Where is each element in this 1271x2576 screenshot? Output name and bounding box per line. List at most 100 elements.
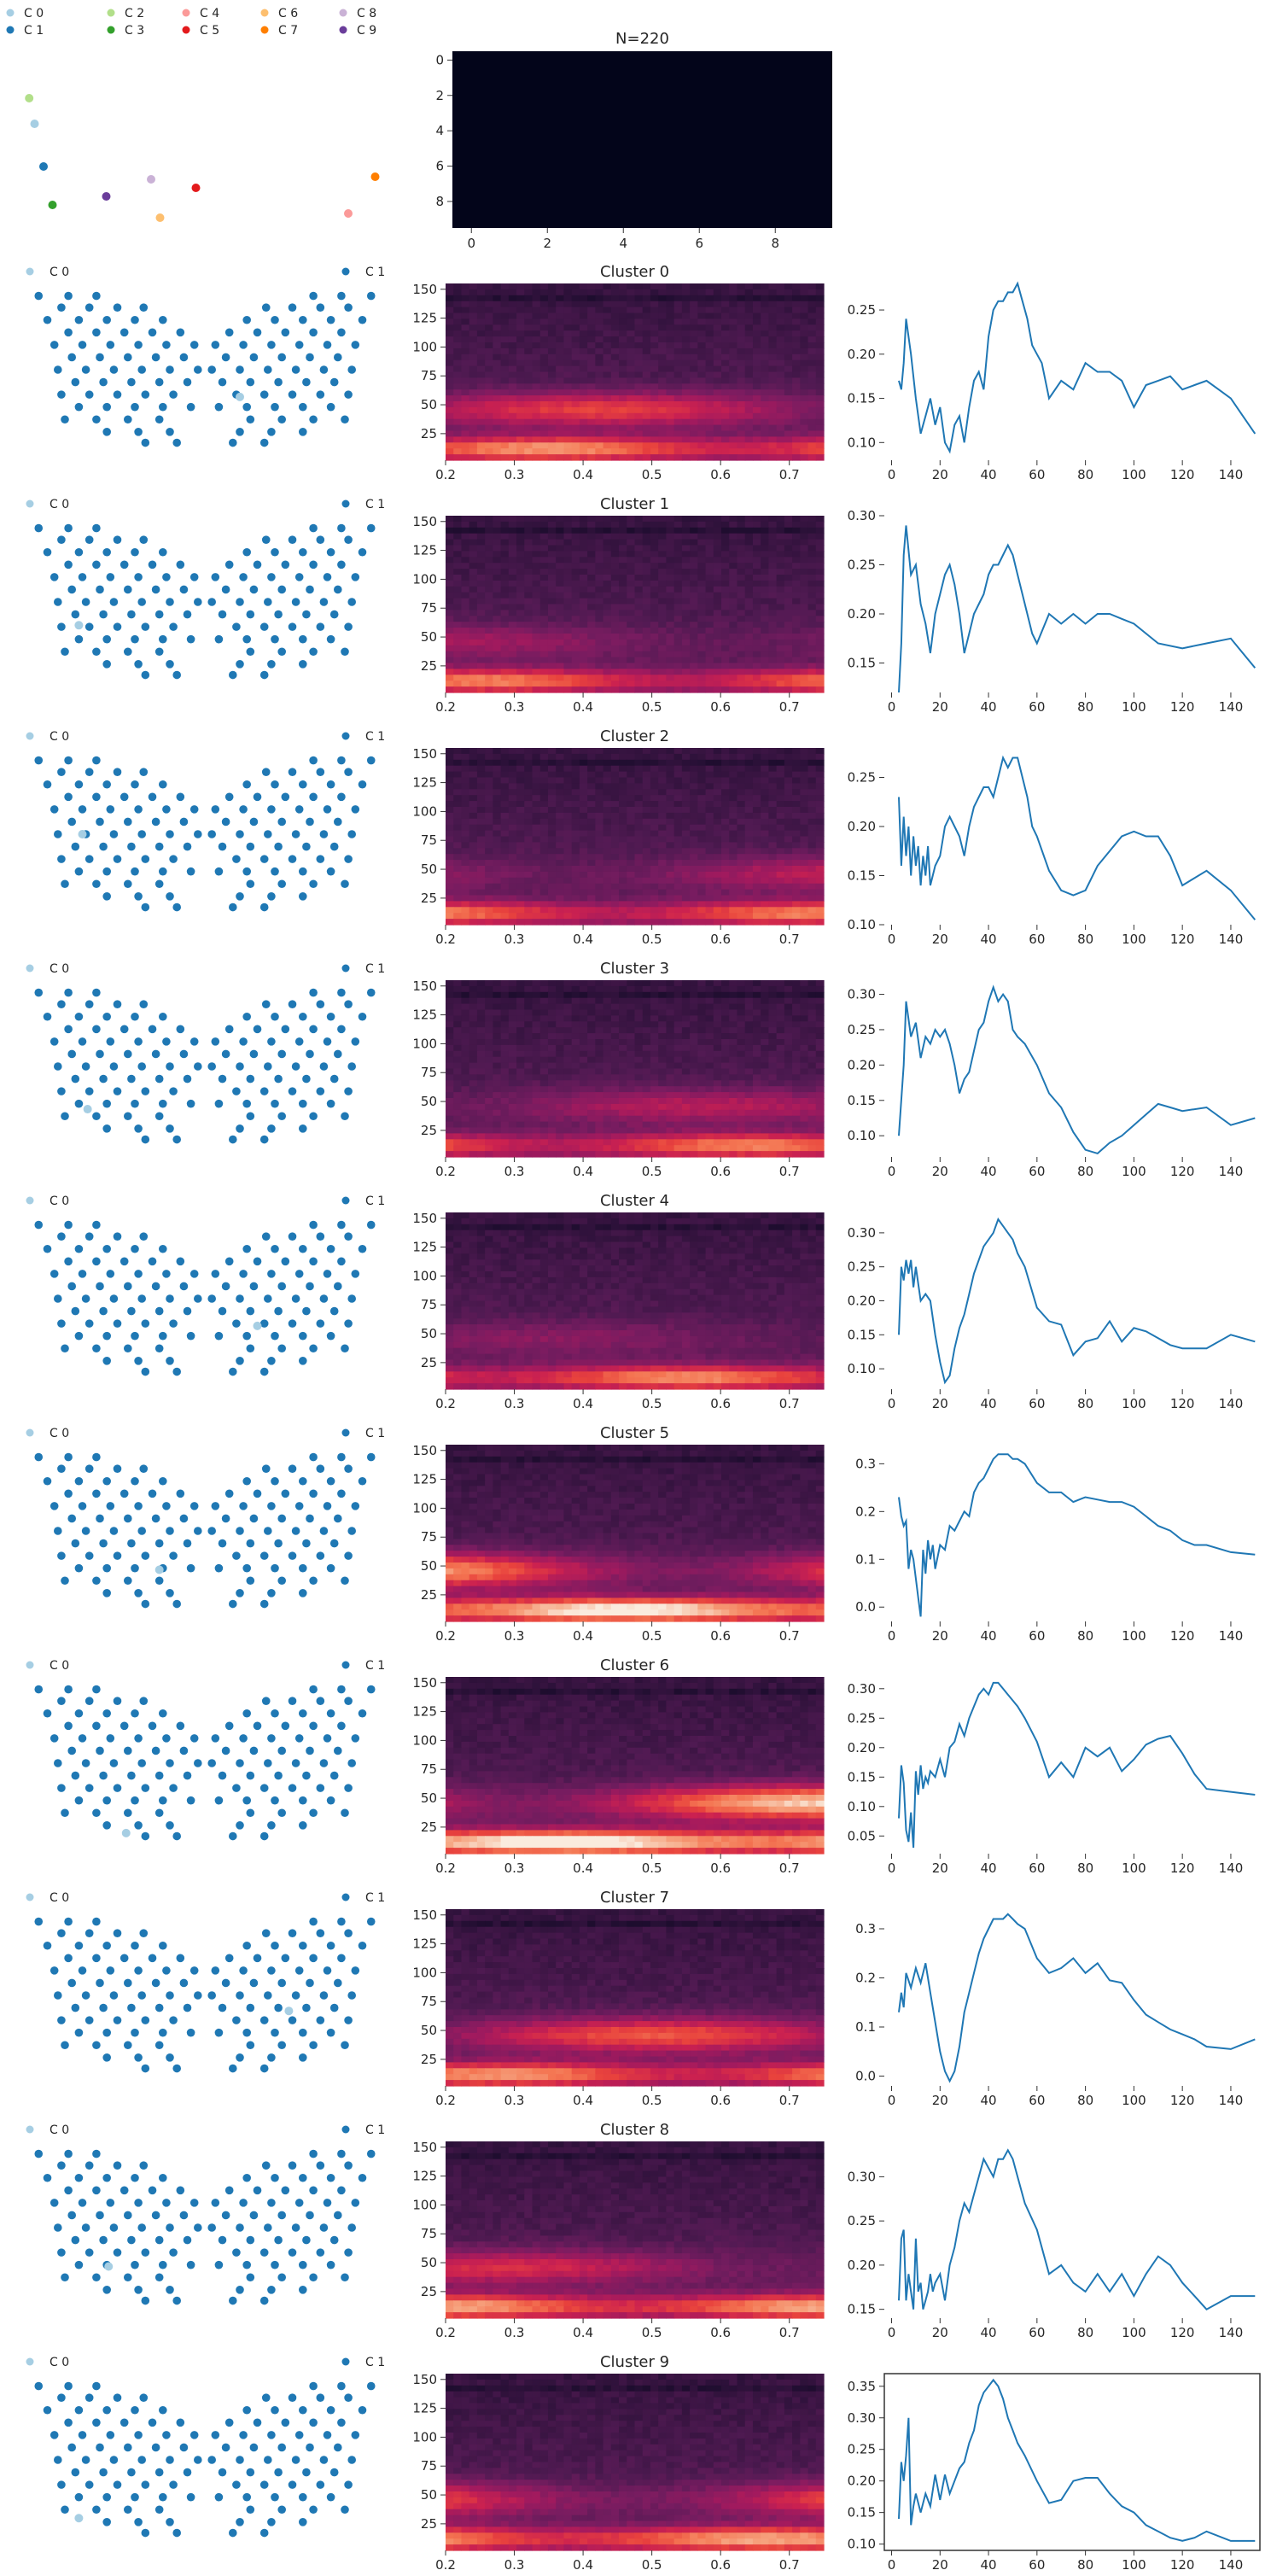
heatmap-cell <box>744 295 754 302</box>
sensor-point <box>134 660 143 669</box>
heatmap-cell <box>627 448 636 455</box>
sensor-point <box>179 585 189 594</box>
heatmap-cell <box>792 681 801 687</box>
heatmap-cell <box>610 539 620 546</box>
heatmap-cell <box>744 848 754 855</box>
heatmap-cell <box>446 657 454 664</box>
heatmap-cell <box>807 389 817 396</box>
heatmap-cell <box>453 521 463 529</box>
heatmap-cell <box>752 342 761 349</box>
heatmap-cell <box>603 592 612 599</box>
sensor-point <box>319 830 329 838</box>
line-ytick: 0.15 <box>848 391 876 406</box>
heatmap-cell <box>815 753 825 761</box>
heatmap-cell <box>705 412 714 420</box>
heatmap-cell <box>446 336 454 343</box>
heatmap-cell <box>744 842 754 849</box>
heatmap-cell <box>807 442 817 449</box>
heatmap-cell <box>721 907 730 914</box>
heatmap-cell <box>476 980 486 987</box>
heatmap-cell <box>807 575 817 581</box>
heatmap-cell <box>563 448 573 455</box>
heatmap-cell <box>587 854 596 861</box>
sensor-point <box>166 365 174 374</box>
heatmap-cell <box>476 330 486 337</box>
sensor-point <box>61 1112 69 1121</box>
heatmap-cell <box>807 569 817 575</box>
heatmap-cell <box>508 569 517 575</box>
heatmap-cell <box>524 980 533 987</box>
heatmap-cell <box>697 448 707 455</box>
sensor-point <box>113 768 122 776</box>
heatmap-cell <box>595 289 604 296</box>
heatmap-cell <box>697 860 707 867</box>
heatmap-cell <box>705 301 714 308</box>
heatmap-cell <box>800 651 809 658</box>
heatmap-cell <box>556 871 565 879</box>
heatmap-cell <box>446 516 454 523</box>
heatmap-cell <box>547 377 557 384</box>
heatmap-cell <box>697 866 707 873</box>
heatmap-cell <box>619 406 627 414</box>
heatmap-cell <box>603 580 612 587</box>
heatmap-cell <box>673 301 683 308</box>
heatmap-cell <box>697 395 707 402</box>
sensor-point <box>288 1087 297 1095</box>
heatmap-cell <box>744 342 754 349</box>
heatmap-cell <box>658 830 668 838</box>
heatmap-cell <box>729 675 738 681</box>
heatmap-cell <box>744 765 754 773</box>
heatmap-cell <box>610 318 620 325</box>
heatmap-cell <box>800 759 809 767</box>
heatmap-cell <box>705 575 714 581</box>
heatmap-cell <box>619 622 627 628</box>
heatmap-cell <box>453 883 463 891</box>
heatmap-cell <box>508 557 517 564</box>
heatmap-cell <box>485 616 493 622</box>
heatmap-cell <box>690 616 698 622</box>
heatmap-cell <box>642 824 651 832</box>
heatmap-cell <box>784 353 793 361</box>
heatmap-cell <box>563 516 573 523</box>
heatmap-cell <box>493 424 502 432</box>
heatmap-cell <box>800 330 809 337</box>
heatmap-cell <box>563 336 573 343</box>
sensor-point <box>189 1037 199 1046</box>
heatmap-cell <box>784 569 793 575</box>
heatmap-cell <box>713 913 722 920</box>
heatmap-cell <box>587 783 596 790</box>
heatmap-cell <box>737 516 746 523</box>
heatmap-cell <box>563 389 573 396</box>
heatmap-cell <box>524 336 533 343</box>
heatmap-cell <box>627 622 636 628</box>
heatmap-cell <box>595 533 604 540</box>
heatmap-cell <box>658 545 668 552</box>
heatmap-cell <box>807 854 817 861</box>
heatmap-cell <box>658 377 668 384</box>
sensor-point <box>221 817 230 827</box>
heatmap-cell <box>673 663 683 669</box>
heatmap-cell <box>690 895 698 902</box>
heatmap-cell <box>485 604 493 610</box>
heatmap-cell <box>792 406 801 414</box>
heatmap-cell <box>729 348 738 355</box>
heatmap-cell <box>729 395 738 402</box>
heatmap-cell <box>446 412 454 420</box>
heatmap-cell <box>807 848 817 855</box>
heatmap-cell <box>476 598 486 605</box>
heatmap-cell <box>453 985 463 993</box>
heatmap-cell <box>446 527 454 534</box>
sensor-point <box>155 1074 164 1084</box>
heatmap-cell <box>461 575 470 581</box>
heatmap-cell <box>556 448 565 455</box>
heatmap-cell <box>642 842 651 849</box>
sensor-point <box>183 377 192 387</box>
heatmap-cell <box>721 539 730 546</box>
heatmap-cell <box>721 634 730 640</box>
heatmap-cell <box>729 645 738 652</box>
heatmap-cell <box>461 777 470 784</box>
heatmap-cell <box>634 383 644 390</box>
heatmap-cell <box>461 395 470 402</box>
heatmap-cell <box>800 604 809 610</box>
heatmap-cell <box>681 913 691 920</box>
